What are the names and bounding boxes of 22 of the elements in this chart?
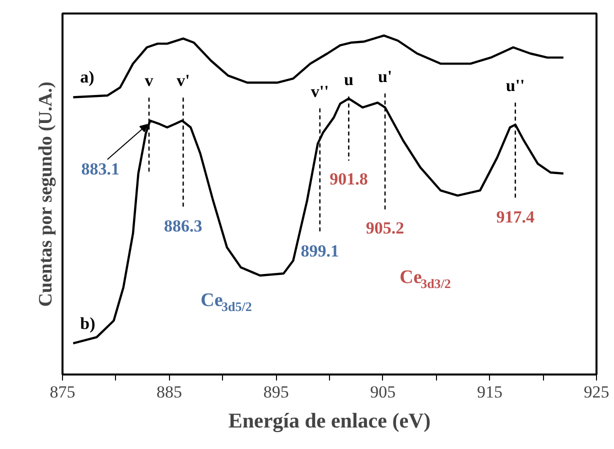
series-label: u (344, 70, 354, 90)
x-tick-label: 875 (50, 382, 76, 402)
x-tick-label: 905 (370, 382, 396, 402)
x-tick-label: 885 (156, 382, 182, 402)
annotation: 899.1 (300, 241, 340, 260)
series-label: a) (80, 68, 94, 87)
x-tick-label: 925 (584, 382, 610, 402)
series-label: v'' (310, 82, 329, 101)
x-tick-label: 895 (263, 382, 289, 402)
series-label: u'' (506, 76, 525, 96)
x-tick-label: 915 (476, 382, 502, 402)
x-axis-title: Energía de enlace (eV) (228, 408, 431, 432)
series-label: u' (378, 66, 392, 86)
annotation: 905.2 (366, 218, 404, 238)
annotation: 883.1 (81, 159, 120, 178)
series-label: v' (176, 71, 190, 90)
series-label: v (144, 71, 154, 90)
series-label: b) (80, 314, 96, 333)
annotation: 917.4 (496, 208, 535, 227)
annotation: 886.3 (164, 216, 202, 236)
annotation: 901.8 (330, 170, 368, 189)
y-axis-title: Cuentas por segundo (U.A.) (36, 82, 56, 307)
